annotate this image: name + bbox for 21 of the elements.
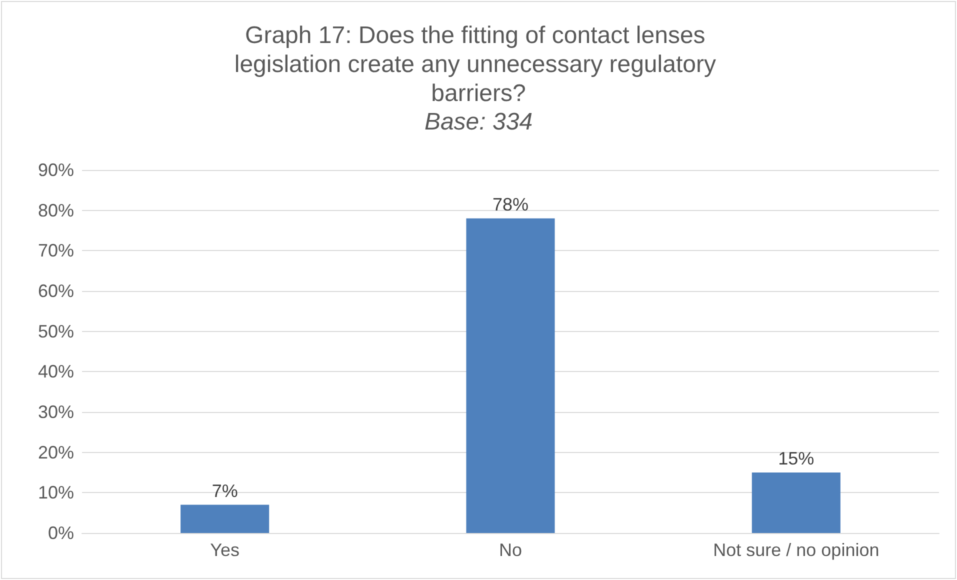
y-tick-label: 80%	[38, 200, 74, 220]
data-label: 15%	[778, 448, 814, 468]
chart-title: Graph 17: Does the fitting of contact lenses legislation create any unnecessary regulatory barriers?	[234, 22, 723, 107]
chart-subtitle: Base: 334	[424, 108, 533, 136]
x-tick-label: Yes	[210, 540, 240, 560]
y-tick-label: 90%	[38, 160, 74, 180]
y-tick-label: 60%	[38, 281, 74, 301]
y-tick-label: 40%	[38, 362, 74, 382]
y-tick-label: 0%	[48, 523, 74, 543]
bar	[180, 504, 270, 533]
y-tick-label: 10%	[38, 482, 74, 503]
data-label: 78%	[492, 194, 529, 214]
bar	[752, 472, 840, 533]
x-tick-label: No	[498, 540, 522, 560]
bar	[466, 218, 555, 533]
y-tick-label: 70%	[38, 240, 74, 261]
y-tick-label: 30%	[38, 402, 74, 422]
y-tick-label: 50%	[38, 321, 74, 342]
data-label: 7%	[212, 480, 238, 501]
y-tick-label: 20%	[38, 442, 74, 462]
x-tick-label: Not sure / no opinion	[713, 540, 880, 560]
